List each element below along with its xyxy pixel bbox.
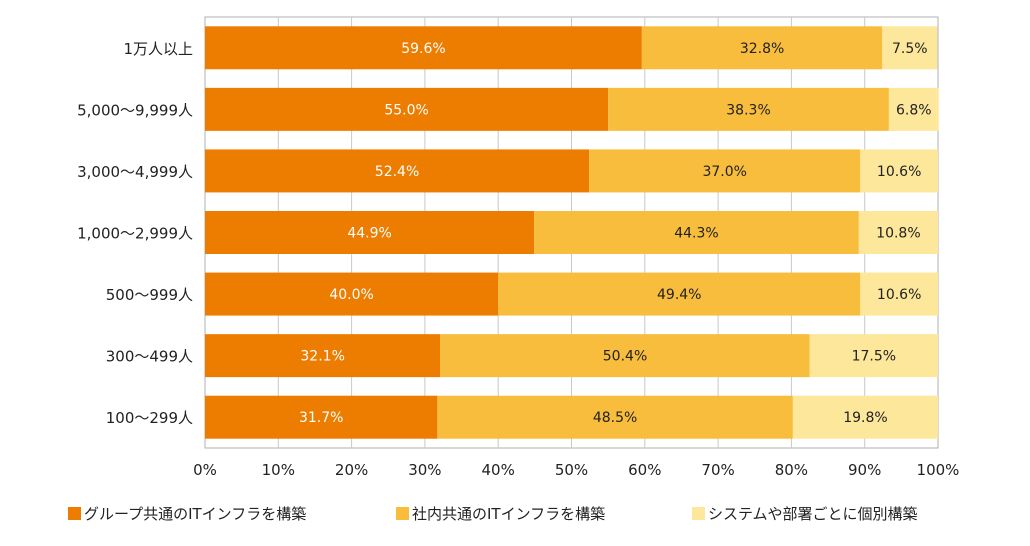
bar-segment [205,272,499,316]
bar-segment [498,272,861,316]
bar-segment [641,26,883,70]
legend-swatch [692,507,705,520]
data-label: 40.0% [329,287,373,303]
category-label: 100〜299人 [106,409,193,427]
bar-segment [860,272,938,316]
data-label: 50.4% [603,349,647,365]
data-label: 55.0% [384,102,428,118]
data-label: 32.8% [740,41,784,57]
x-tick-label: 80% [775,461,808,479]
bar-segment [205,149,590,193]
data-label: 19.8% [843,410,887,426]
data-label: 52.4% [375,164,419,180]
data-label: 44.9% [347,226,391,242]
category-label: 3,000〜4,999人 [77,163,193,181]
bar-segment [205,211,535,254]
data-label: 6.8% [896,102,932,118]
category-label: 5,000〜9,999人 [77,101,193,119]
x-tick-label: 60% [628,461,661,479]
legend-label: グループ共通のITインフラを構築 [84,505,306,523]
bar-segment [888,87,939,131]
x-tick-label: 10% [262,461,295,479]
data-label: 59.6% [401,41,445,57]
bar-segment [809,334,938,378]
x-tick-label: 100% [917,461,960,479]
data-label: 48.5% [593,410,637,426]
data-label: 38.3% [726,102,770,118]
data-label: 17.5% [852,349,896,365]
bar-segment [860,149,938,193]
bar-segment [792,395,938,439]
data-label: 49.4% [657,287,701,303]
bar-segment [205,26,642,70]
legend-label: システムや部署ごとに個別構築 [708,505,918,523]
bar-segment [205,87,609,131]
x-tick-label: 0% [193,461,217,479]
legend-swatch [396,507,409,520]
data-label: 32.1% [300,349,344,365]
bar-segment [205,395,438,439]
legend-swatch [68,507,81,520]
data-label: 37.0% [702,164,746,180]
category-label: 300〜499人 [106,348,193,366]
data-label: 31.7% [299,410,343,426]
bar-segment [534,211,859,254]
category-label: 500〜999人 [106,286,193,304]
x-tick-label: 30% [408,461,441,479]
data-label: 7.5% [892,41,928,57]
x-tick-label: 40% [482,461,515,479]
data-label: 10.6% [877,287,921,303]
bar-segment [858,211,938,254]
bar-segment [589,149,861,193]
bar-segment [437,395,793,439]
x-tick-label: 70% [701,461,734,479]
bar-segment [882,26,938,70]
data-label: 44.3% [674,226,718,242]
x-tick-label: 20% [335,461,368,479]
bar-segment [440,334,810,378]
category-label: 1,000〜2,999人 [77,225,193,243]
legend-label: 社内共通のITインフラを構築 [412,505,605,523]
x-tick-label: 50% [555,461,588,479]
bar-segment [608,87,889,131]
data-label: 10.6% [877,164,921,180]
category-label: 1万人以上 [123,40,193,58]
data-label: 10.8% [876,226,920,242]
bar-segment [205,334,441,378]
x-tick-label: 90% [848,461,881,479]
